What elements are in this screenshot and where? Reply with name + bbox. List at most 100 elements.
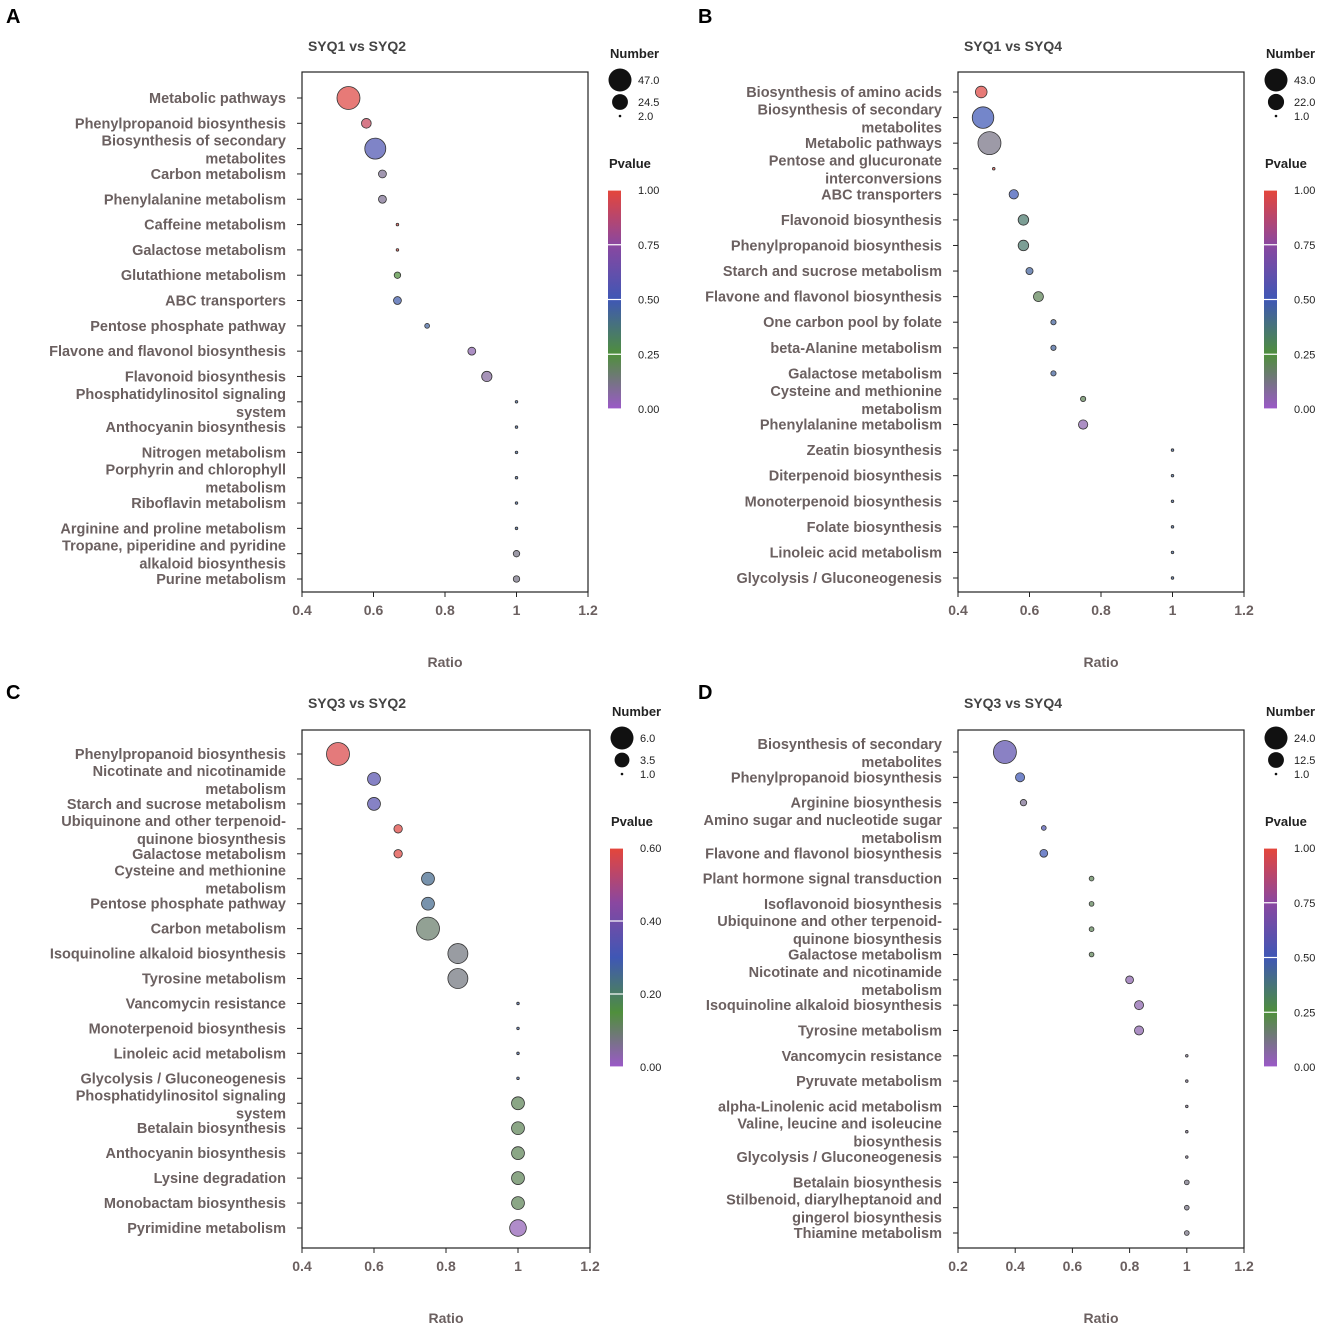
y-tick-label: Monoterpenoid biosynthesis (89, 1021, 286, 1037)
color-legend-label: 0.25 (638, 349, 659, 361)
size-legend-title: Number (612, 704, 661, 719)
data-point (514, 501, 519, 505)
y-label-line: Phosphatidylinositol signaling (76, 1088, 286, 1104)
y-tick-label: Flavonoid biosynthesis (125, 369, 286, 385)
y-tick-label: Plant hormone signal transduction (703, 872, 942, 888)
size-legend-dot (1274, 114, 1278, 118)
chart-title: SYQ1 vs SYQ4 (964, 38, 1062, 54)
data-point (421, 871, 435, 886)
y-tick-label: Cysteine and methionine metabolism (114, 864, 286, 898)
data-point (336, 86, 361, 110)
y-label-line: Flavonoid biosynthesis (125, 369, 286, 385)
data-point (481, 370, 493, 383)
y-label-line: Stilbenoid, diarylheptanoid and (726, 1193, 942, 1209)
data-point (447, 968, 469, 989)
color-legend-label: 0.25 (1294, 349, 1315, 361)
y-label-line: Starch and sucrose metabolism (67, 797, 286, 813)
size-legend-label: 12.5 (1294, 755, 1315, 767)
y-label-line: Biosynthesis of secondary (757, 737, 942, 753)
data-point (511, 1096, 525, 1111)
y-tick-label: Arginine biosynthesis (791, 796, 942, 812)
color-legend-label: 0.40 (640, 916, 661, 928)
x-tick-label: 1.2 (1234, 1258, 1254, 1274)
y-tick-label: Nicotinate and nicotinamide metabolism (749, 965, 942, 999)
x-axis-label: Ratio (429, 1310, 464, 1326)
y-tick-label: Betalain biosynthesis (137, 1121, 286, 1137)
y-label-line: quinone biosynthesis (793, 932, 942, 948)
data-point (509, 1219, 527, 1237)
data-point (993, 740, 1017, 764)
y-label-line: Flavonoid biosynthesis (781, 213, 942, 229)
y-label-line: Anthocyanin biosynthesis (106, 420, 286, 436)
y-tick-label: Glycolysis / Gluconeogenesis (737, 1150, 943, 1166)
data-point (1078, 419, 1089, 430)
color-legend-title: Pvalue (1265, 156, 1307, 171)
size-legend-label: 2.0 (638, 111, 653, 123)
y-label-line: metabolism (205, 481, 286, 497)
y-label-line: Vancomycin resistance (782, 1049, 942, 1065)
y-tick-label: Glycolysis / Gluconeogenesis (737, 571, 943, 587)
y-label-line: Phenylalanine metabolism (760, 418, 942, 434)
x-tick-label: 1 (1169, 602, 1177, 618)
y-label-line: alkaloid biosynthesis (139, 557, 286, 573)
y-label-line: ABC transporters (165, 294, 286, 310)
y-label-line: Nicotinate and nicotinamide (93, 764, 286, 780)
size-legend-title: Number (1266, 46, 1315, 61)
y-tick-label: Linoleic acid metabolism (770, 545, 942, 561)
y-label-line: Riboflavin metabolism (131, 496, 286, 512)
y-label-line: Caffeine metabolism (144, 218, 286, 234)
y-label-line: Phenylpropanoid biosynthesis (75, 747, 286, 763)
data-point (511, 1171, 525, 1185)
y-label-line: Folate biosynthesis (807, 520, 942, 536)
y-tick-label: Flavone and flavonol biosynthesis (705, 290, 942, 306)
data-point (975, 85, 988, 99)
y-tick-label: Purine metabolism (156, 572, 286, 588)
x-tick-label: 1.2 (578, 602, 598, 618)
data-point (364, 137, 387, 160)
y-label-line: Galactose metabolism (788, 366, 942, 382)
y-label-line: Monoterpenoid biosynthesis (89, 1021, 286, 1037)
y-label-line: metabolites (205, 152, 286, 168)
y-label-line: Metabolic pathways (805, 136, 942, 152)
data-point (378, 194, 387, 204)
y-label-line: Pentose phosphate pathway (90, 319, 286, 335)
data-point (395, 248, 400, 252)
size-legend-label: 22.0 (1294, 97, 1315, 109)
color-legend-title: Pvalue (609, 156, 651, 171)
size-legend-title: Number (1266, 704, 1315, 719)
y-tick-label: ABC transporters (821, 187, 942, 203)
data-point (1088, 875, 1095, 882)
chart-title: SYQ3 vs SYQ2 (308, 695, 406, 711)
x-tick-label: 0.8 (435, 602, 455, 618)
y-label-line: system (236, 405, 286, 421)
y-label-line: Galactose metabolism (132, 847, 286, 863)
data-point (1134, 1000, 1144, 1011)
y-label-line: Valine, leucine and isoleucine (737, 1117, 942, 1133)
data-point (511, 1146, 525, 1161)
x-tick-label: 0.6 (364, 602, 384, 618)
data-point (1170, 473, 1175, 478)
y-tick-label: Phosphatidylinositol signaling system (76, 1088, 286, 1122)
y-tick-label: Phenylpropanoid biosynthesis (731, 770, 942, 786)
y-label-line: metabolism (861, 983, 942, 999)
data-point (467, 346, 477, 356)
y-label-line: Nicotinate and nicotinamide (749, 965, 942, 981)
x-tick-label: 1 (513, 602, 521, 618)
data-point (1088, 951, 1095, 958)
y-label-line: system (236, 1106, 286, 1122)
x-tick-label: 0.4 (292, 602, 312, 618)
y-label-line: Linoleic acid metabolism (770, 545, 942, 561)
y-tick-label: Linoleic acid metabolism (114, 1046, 286, 1062)
data-point (1185, 1130, 1189, 1134)
x-tick-label: 0.6 (1063, 1258, 1083, 1274)
data-point (1017, 214, 1030, 226)
y-label-line: Starch and sucrose metabolism (723, 264, 942, 280)
data-point (977, 131, 1002, 156)
size-legend-dot (610, 726, 634, 750)
size-legend-dot (1274, 772, 1278, 776)
data-point (971, 106, 995, 129)
data-point (1041, 825, 1047, 831)
y-label-line: Arginine and proline metabolism (60, 521, 286, 537)
data-point (1185, 1155, 1189, 1159)
